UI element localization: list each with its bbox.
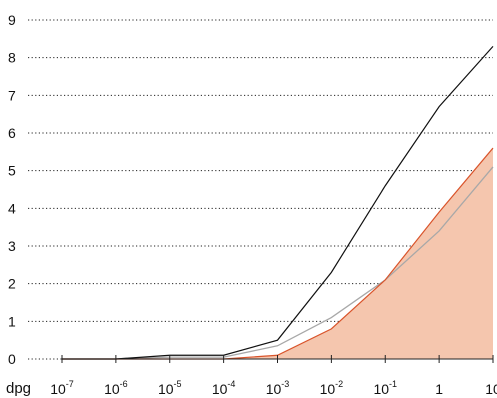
y-tick-label: 4 (8, 200, 16, 216)
x-tick-label: 10-6 (104, 379, 128, 397)
series-area-fill (62, 148, 493, 359)
x-tick-label: 10-4 (212, 379, 236, 397)
y-tick-label: 9 (8, 12, 16, 28)
series-layer (61, 45, 494, 360)
y-tick-label: 8 (8, 50, 16, 66)
y-tick-label: 5 (8, 163, 16, 179)
x-axis (28, 355, 494, 363)
x-tick-label: 10-1 (373, 379, 397, 397)
y-tick-label: 3 (8, 238, 16, 254)
x-tick-label: 10 (485, 381, 497, 397)
x-tick-label: 10-2 (320, 379, 344, 397)
y-tick-labels: 0 1 2 3 4 5 6 7 8 9 (8, 12, 16, 367)
y-tick-label: 7 (8, 87, 16, 103)
x-tick-label: 10-3 (266, 379, 290, 397)
y-tick-label: 1 (8, 313, 16, 329)
y-tick-label: 0 (8, 351, 16, 367)
y-tick-label: 2 (8, 276, 16, 292)
y-tick-label: 6 (8, 125, 16, 141)
x-tick-labels: 10-7 10-6 10-5 10-4 10-3 10-2 10-1 1 10 (50, 379, 497, 397)
x-tick-label: 10-5 (158, 379, 182, 397)
x-tick-label: 10-7 (50, 379, 74, 397)
x-axis-title: dpg (6, 380, 31, 397)
x-tick-label: 1 (435, 381, 443, 397)
